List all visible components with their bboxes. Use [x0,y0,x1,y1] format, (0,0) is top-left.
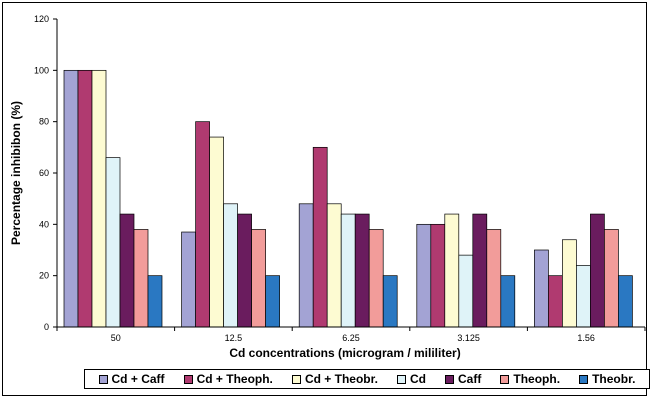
bar [458,254,474,328]
bar [133,229,149,328]
legend-item: Theobr. [579,372,635,386]
legend-label: Cd [409,372,426,386]
bar [195,121,210,328]
bar [604,229,619,328]
x-tick-label: 12.5 [225,333,243,343]
legend-item: Cd + Theoph. [183,372,273,386]
bar [590,213,605,328]
y-tick-label: 120 [34,14,49,24]
bar [326,203,342,328]
bars [63,69,633,328]
bar [430,223,446,328]
legend-item: Caff [445,372,481,386]
y-tick-label: 60 [39,168,49,178]
bar [444,213,460,328]
bar [119,213,135,328]
legend-item: Cd [396,372,426,386]
bar [223,203,238,328]
bar [91,69,107,328]
bar [105,157,121,328]
y-tick-label: 100 [34,65,49,75]
bar [562,239,577,328]
legend-item: Theoph. [500,372,560,386]
bar [181,231,196,328]
y-tick-label: 40 [39,219,49,229]
bar [472,213,488,328]
y-axis-title: Percentage inhibibon (%) [9,101,23,245]
legend-item: Cd + Theobr. [291,372,378,386]
bar [147,275,163,328]
bar [368,229,384,328]
x-tick-label: 3.125 [457,333,480,343]
legend-swatch [183,374,193,384]
y-tick-label: 80 [39,117,49,127]
bar [486,229,502,328]
bar [298,203,314,328]
bar [209,136,224,328]
legend-label: Cd + Theoph. [196,372,273,386]
x-tick-label: 1.56 [577,333,595,343]
bar [382,275,398,328]
legend: Cd + Caff Cd + Theoph. Cd + Theobr. Cd Caff T… [84,369,650,389]
bar [500,275,516,328]
legend-label: Caff [458,372,482,386]
legend-swatch [579,374,589,384]
legend-label: Theoph. [513,372,561,386]
bar [576,265,591,328]
bar [237,213,252,328]
x-axis-ticks: 50 12.5 6.25 3.125 1.56 [56,327,646,343]
bar [534,249,549,328]
x-axis-title: Cd concentrations (microgram / mililiter… [229,346,460,360]
legend-swatch [500,374,510,384]
y-tick-label: 0 [44,322,49,332]
bar [548,275,563,328]
legend-swatch [396,374,406,384]
x-tick-label: 50 [111,333,121,343]
legend-label: Cd + Caff [111,372,165,386]
bar [618,275,633,328]
x-tick-label: 6.25 [342,333,360,343]
bar [77,69,93,328]
legend-label: Cd + Theobr. [304,372,378,386]
legend-item: Cd + Caff [98,372,165,386]
bar [63,69,79,328]
legend-label: Theobr. [592,372,636,386]
legend-swatch [291,374,301,384]
bar [354,213,370,328]
bar [265,275,280,328]
bar [312,146,328,328]
legend-swatch [98,374,108,384]
y-tick-label: 20 [39,271,49,281]
bar [416,223,432,328]
bar [340,213,356,328]
legend-swatch [445,374,455,384]
y-axis-ticks: 0 20 40 60 80 100 120 [34,14,57,332]
bar [251,229,266,328]
